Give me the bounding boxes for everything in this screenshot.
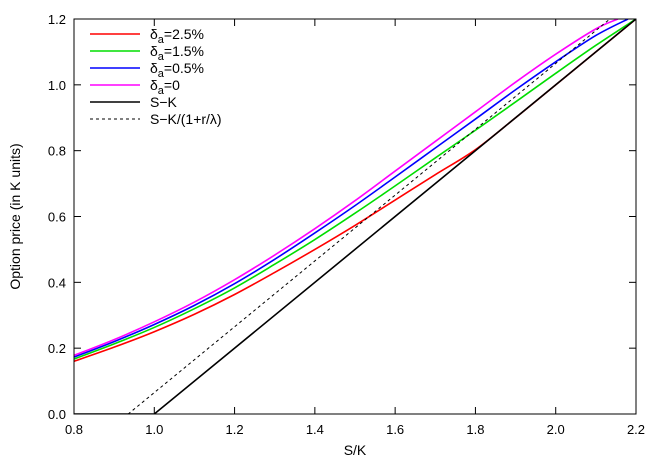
series-line-4 <box>74 19 636 414</box>
series-line-2 <box>74 19 629 358</box>
x-tick-label: 1.8 <box>466 422 484 437</box>
x-axis-label: S/K <box>344 442 367 458</box>
legend-label-4: S−K <box>150 94 178 110</box>
series-lines <box>74 19 636 414</box>
legend-label-3: δa=0 <box>150 77 180 97</box>
legend-label-2: δa=0.5% <box>150 60 204 80</box>
plot-frame <box>73 18 637 415</box>
y-axis-label: Option price (in K units) <box>7 143 23 289</box>
y-tick-label: 1.0 <box>48 78 66 93</box>
x-tick-label: 1.0 <box>145 422 163 437</box>
x-tick-label: 2.0 <box>547 422 565 437</box>
tick-labels: 0.8 1.0 1.2 1.4 1.6 1.8 2.0 2.2 0.0 0.2 0.4 0.6 0.8 1… <box>48 12 645 437</box>
x-tick-label: 2.2 <box>627 422 645 437</box>
y-tick-label: 0.4 <box>48 275 66 290</box>
series-line-5 <box>74 19 611 414</box>
x-tick-label: 0.8 <box>65 422 83 437</box>
x-tick-label: 1.4 <box>306 422 324 437</box>
legend: δa=2.5%δa=1.5%δa=0.5%δa=0S−KS−K/(1+r/λ) <box>90 26 222 127</box>
x-tick-label: 1.2 <box>226 422 244 437</box>
y-tick-label: 0.2 <box>48 341 66 356</box>
series-line-1 <box>74 19 636 360</box>
legend-label-1: δa=1.5% <box>150 43 204 63</box>
y-tick-label: 0.6 <box>48 210 66 225</box>
y-tick-label: 0.0 <box>48 407 66 422</box>
y-tick-label: 0.8 <box>48 144 66 159</box>
legend-label-5: S−K/(1+r/λ) <box>150 111 222 127</box>
y-tick-label: 1.2 <box>48 12 66 27</box>
x-tick-label: 1.6 <box>386 422 404 437</box>
legend-label-0: δa=2.5% <box>150 26 204 46</box>
series-line-3 <box>74 19 619 357</box>
